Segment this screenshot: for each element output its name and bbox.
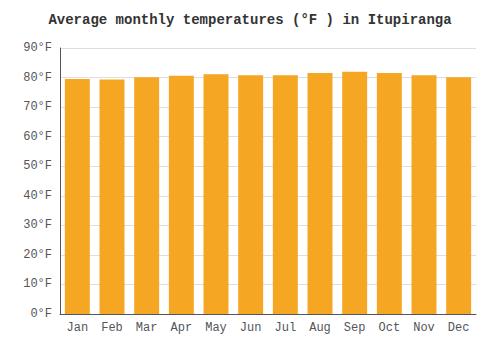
svg-text:10°F: 10°F bbox=[23, 277, 52, 291]
svg-text:50°F: 50°F bbox=[23, 159, 52, 173]
svg-text:Nov: Nov bbox=[413, 321, 435, 335]
svg-text:Sep: Sep bbox=[344, 321, 366, 335]
svg-text:Aug: Aug bbox=[309, 321, 331, 335]
svg-text:Oct: Oct bbox=[379, 321, 401, 335]
svg-text:Jan: Jan bbox=[67, 321, 89, 335]
svg-text:Mar: Mar bbox=[136, 321, 158, 335]
svg-text:0°F: 0°F bbox=[30, 307, 52, 321]
svg-text:30°F: 30°F bbox=[23, 218, 52, 232]
svg-text:Feb: Feb bbox=[101, 321, 123, 335]
svg-text:90°F: 90°F bbox=[23, 41, 52, 55]
svg-text:May: May bbox=[205, 321, 227, 335]
svg-text:60°F: 60°F bbox=[23, 130, 52, 144]
svg-text:Jun: Jun bbox=[240, 321, 262, 335]
svg-text:Apr: Apr bbox=[171, 321, 193, 335]
svg-text:80°F: 80°F bbox=[23, 71, 52, 85]
svg-text:20°F: 20°F bbox=[23, 248, 52, 262]
svg-text:Average monthly temperatures (: Average monthly temperatures (°F ) in It… bbox=[48, 12, 452, 28]
svg-text:70°F: 70°F bbox=[23, 100, 52, 114]
svg-text:40°F: 40°F bbox=[23, 189, 52, 203]
svg-text:Jul: Jul bbox=[275, 321, 297, 335]
svg-text:Dec: Dec bbox=[448, 321, 470, 335]
